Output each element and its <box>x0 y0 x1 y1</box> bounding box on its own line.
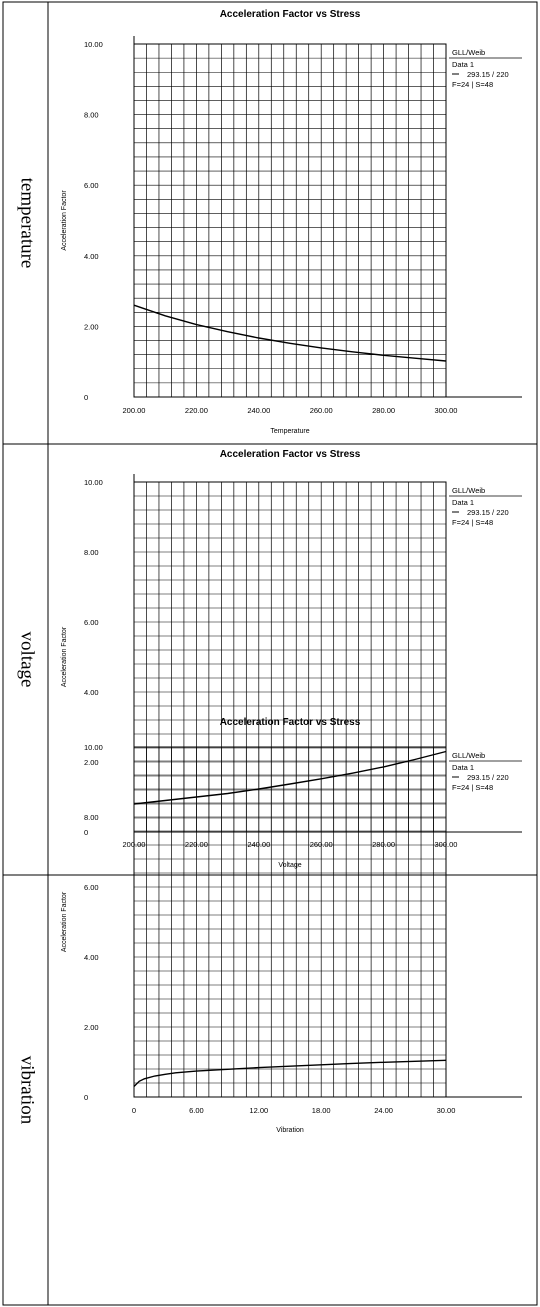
y-tick-label: 8.00 <box>84 548 99 557</box>
y-tick-label: 8.00 <box>84 813 99 822</box>
y-tick-label: 8.00 <box>84 111 99 120</box>
legend-dataset-label: Data 1 <box>452 60 474 69</box>
y-tick-label: 10.00 <box>84 40 103 49</box>
y-tick-label: 2.00 <box>84 1023 99 1032</box>
legend-model-label: GLL/Weib <box>452 48 485 57</box>
legend-model-label: GLL/Weib <box>452 751 485 760</box>
legend-series-label: 293.15 / 220 <box>467 773 509 782</box>
x-axis-label: Temperature <box>270 428 309 435</box>
grid <box>133 43 447 398</box>
grid <box>133 746 447 1098</box>
legend-counts-label: F=24 | S=48 <box>452 80 493 89</box>
series-line <box>133 304 447 362</box>
row-label: vibration <box>17 1056 38 1125</box>
x-tick-label: 240.00 <box>247 406 270 415</box>
y-tick-label: 6.00 <box>84 883 99 892</box>
row-label: temperature <box>17 178 38 269</box>
plot-area-frame <box>133 481 447 833</box>
y-tick-label: 10.00 <box>84 478 103 487</box>
y-tick-label: 2.00 <box>84 322 99 331</box>
y-tick-label: 4.00 <box>84 252 99 261</box>
y-axis-label: Acceleration Factor <box>61 190 68 251</box>
x-tick-label: 0 <box>132 1106 136 1115</box>
x-axis-label: Vibration <box>276 1127 304 1134</box>
plot-area-frame <box>133 746 447 1098</box>
x-tick-label: 24.00 <box>374 1106 393 1115</box>
y-tick-label: 10.00 <box>84 743 103 752</box>
y-tick-label: 0 <box>84 828 88 837</box>
y-tick-label: 0 <box>84 393 88 402</box>
chart-title: Acceleration Factor vs Stress <box>220 9 361 20</box>
legend-counts-label: F=24 | S=48 <box>452 518 493 527</box>
legend-series-label: 293.15 / 220 <box>467 70 509 79</box>
legend-model-label: GLL/Weib <box>452 486 485 495</box>
plot-area-frame <box>133 43 447 398</box>
x-axis-label: Voltage <box>278 862 301 869</box>
series-line <box>133 750 447 805</box>
y-tick-label: 4.00 <box>84 953 99 962</box>
chart-title: Acceleration Factor vs Stress <box>220 449 361 460</box>
x-tick-label: 200.00 <box>123 406 146 415</box>
x-tick-label: 12.00 <box>249 1106 268 1115</box>
x-tick-label: 220.00 <box>185 406 208 415</box>
legend-dataset-label: Data 1 <box>452 498 474 507</box>
x-tick-label: 300.00 <box>435 406 458 415</box>
x-tick-label: 30.00 <box>437 1106 456 1115</box>
y-tick-label: 6.00 <box>84 618 99 627</box>
y-tick-label: 0 <box>84 1093 88 1102</box>
y-tick-label: 6.00 <box>84 181 99 190</box>
x-tick-label: 6.00 <box>189 1106 204 1115</box>
y-tick-label: 2.00 <box>84 758 99 767</box>
series-line <box>133 1059 447 1087</box>
x-tick-label: 280.00 <box>372 406 395 415</box>
grid <box>133 481 447 833</box>
chart-title: Acceleration Factor vs Stress <box>220 717 361 728</box>
legend-dataset-label: Data 1 <box>452 763 474 772</box>
chart-panel-vibration: vibration Acceleration Factor vs Stress 0 6… <box>17 717 522 1134</box>
y-axis-label: Acceleration Factor <box>61 891 68 952</box>
y-axis-label: Acceleration Factor <box>61 626 68 687</box>
chart-panel-temperature: temperature Acceleration Factor vs Stress… <box>3 9 537 445</box>
legend-series-label: 293.15 / 220 <box>467 508 509 517</box>
x-tick-label: 260.00 <box>310 406 333 415</box>
x-tick-label: 18.00 <box>312 1106 331 1115</box>
y-tick-label: 4.00 <box>84 688 99 697</box>
row-label: voltage <box>17 632 38 688</box>
legend-counts-label: F=24 | S=48 <box>452 783 493 792</box>
